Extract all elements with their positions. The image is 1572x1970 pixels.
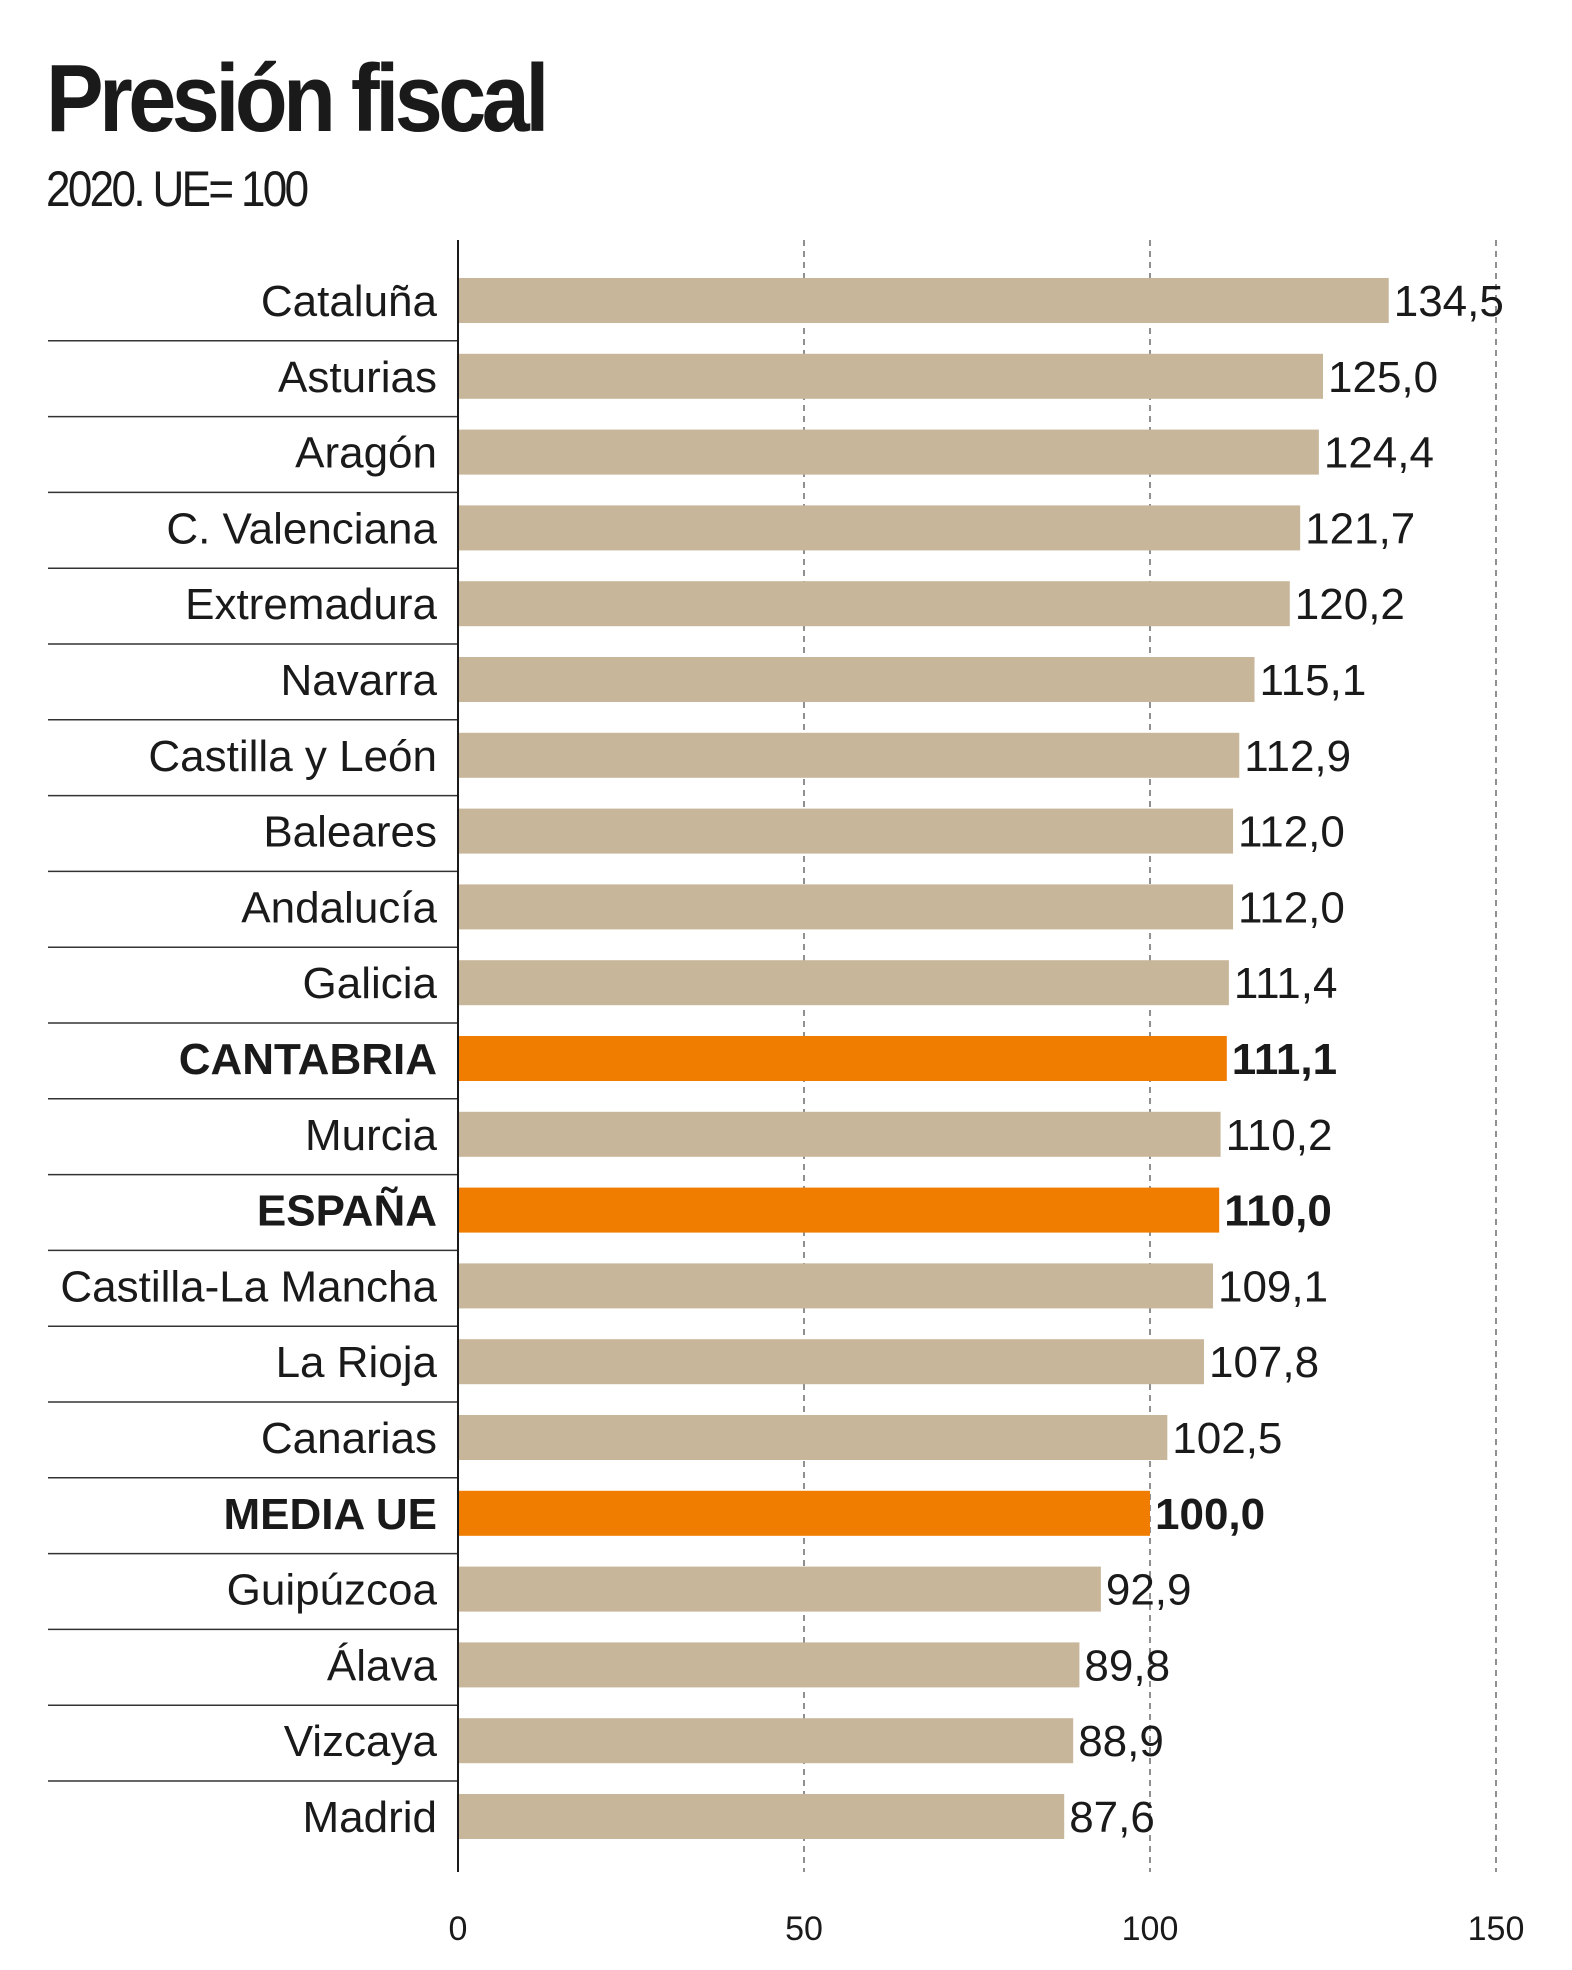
category-label: Murcia xyxy=(305,1111,438,1160)
value-label: 102,5 xyxy=(1172,1414,1282,1463)
bar xyxy=(458,1566,1101,1612)
x-tick-label: 0 xyxy=(449,1910,468,1948)
value-label: 111,1 xyxy=(1232,1035,1337,1084)
bar xyxy=(458,1415,1168,1460)
value-label: 88,9 xyxy=(1078,1717,1164,1766)
category-label: CANTABRIA xyxy=(179,1035,437,1084)
category-label: Extremadura xyxy=(185,580,437,629)
category-label: Navarra xyxy=(281,656,438,705)
value-label: 89,8 xyxy=(1084,1641,1170,1690)
value-label: 100,0 xyxy=(1155,1490,1265,1539)
bar xyxy=(458,1187,1220,1233)
bar xyxy=(458,884,1234,930)
value-label: 124,4 xyxy=(1324,429,1434,478)
value-label: 92,9 xyxy=(1106,1566,1192,1615)
category-label: Galicia xyxy=(303,959,438,1008)
category-label: Castilla-La Mancha xyxy=(60,1262,437,1311)
bar xyxy=(458,960,1229,1006)
bar xyxy=(458,353,1323,399)
chart-title: Presión fiscal xyxy=(46,45,549,152)
category-label: Vizcaya xyxy=(284,1717,438,1766)
value-label: 87,6 xyxy=(1069,1793,1155,1842)
category-label: Aragón xyxy=(295,429,437,478)
category-label: Álava xyxy=(327,1641,438,1690)
value-label: 112,0 xyxy=(1238,808,1345,857)
category-label: La Rioja xyxy=(276,1338,438,1387)
category-label: MEDIA UE xyxy=(224,1490,438,1539)
bar xyxy=(458,429,1319,475)
value-label: 111,4 xyxy=(1234,959,1338,1008)
value-label: 125,0 xyxy=(1328,353,1438,402)
x-tick-label: 100 xyxy=(1122,1910,1179,1948)
bar xyxy=(458,581,1290,627)
category-label: Canarias xyxy=(261,1414,437,1463)
bar xyxy=(458,278,1389,323)
value-label: 120,2 xyxy=(1295,580,1405,629)
category-label: Madrid xyxy=(303,1793,438,1842)
category-label: Andalucía xyxy=(241,883,437,932)
category-label: Cataluña xyxy=(261,277,438,326)
bar xyxy=(458,1642,1080,1688)
bar xyxy=(458,1111,1221,1157)
x-tick-label: 150 xyxy=(1468,1910,1525,1948)
category-label: Castilla y León xyxy=(148,732,437,781)
value-label: 110,2 xyxy=(1226,1111,1333,1160)
bar xyxy=(458,1718,1074,1764)
value-label: 121,7 xyxy=(1305,504,1415,553)
bar xyxy=(458,1339,1204,1385)
value-label: 134,5 xyxy=(1394,277,1504,326)
bar xyxy=(458,808,1234,854)
bar xyxy=(458,657,1255,702)
value-label: 110,0 xyxy=(1224,1187,1332,1236)
category-label: Guipúzcoa xyxy=(227,1566,438,1615)
value-label: 115,1 xyxy=(1259,656,1366,705)
value-label: 112,9 xyxy=(1244,732,1351,781)
chart-subtitle: 2020. UE= 100 xyxy=(46,161,309,217)
value-label: 107,8 xyxy=(1209,1338,1319,1387)
bar xyxy=(458,1794,1065,1839)
category-label: ESPAÑA xyxy=(257,1186,437,1236)
bar xyxy=(458,1036,1227,1081)
category-label: C. Valenciana xyxy=(166,504,437,553)
value-label: 112,0 xyxy=(1238,883,1345,932)
bar xyxy=(458,505,1301,551)
category-label: Baleares xyxy=(263,808,437,857)
bar xyxy=(458,1490,1150,1536)
category-label: Asturias xyxy=(278,353,437,402)
bar xyxy=(458,1263,1213,1309)
x-tick-label: 50 xyxy=(785,1910,823,1948)
bar xyxy=(458,732,1240,778)
value-label: 109,1 xyxy=(1218,1262,1328,1311)
